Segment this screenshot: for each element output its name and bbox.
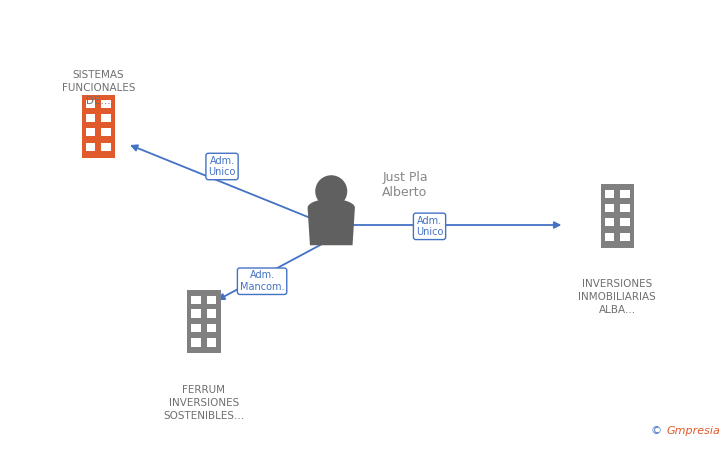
- FancyBboxPatch shape: [191, 296, 201, 304]
- FancyBboxPatch shape: [86, 114, 95, 122]
- FancyBboxPatch shape: [207, 296, 216, 304]
- Text: Adm.
Unico: Adm. Unico: [416, 216, 443, 237]
- Text: Adm.
Mancom.: Adm. Mancom.: [240, 270, 285, 292]
- FancyBboxPatch shape: [86, 128, 95, 136]
- Text: Gmpresia: Gmpresia: [666, 427, 720, 436]
- Text: ©: ©: [652, 427, 666, 436]
- FancyBboxPatch shape: [191, 310, 201, 318]
- FancyBboxPatch shape: [620, 190, 630, 198]
- FancyBboxPatch shape: [601, 184, 634, 248]
- FancyBboxPatch shape: [101, 128, 111, 136]
- FancyBboxPatch shape: [207, 324, 216, 332]
- Text: FERRUM
INVERSIONES
SOSTENIBLES...: FERRUM INVERSIONES SOSTENIBLES...: [163, 385, 245, 421]
- FancyBboxPatch shape: [620, 233, 630, 241]
- Text: INVERSIONES
INMOBILIARIAS
ALBA...: INVERSIONES INMOBILIARIAS ALBA...: [579, 279, 656, 315]
- Polygon shape: [307, 199, 355, 245]
- FancyBboxPatch shape: [101, 114, 111, 122]
- Text: Just Pla
Alberto: Just Pla Alberto: [382, 171, 428, 198]
- FancyBboxPatch shape: [191, 324, 201, 332]
- FancyBboxPatch shape: [605, 233, 614, 241]
- Ellipse shape: [315, 175, 347, 207]
- FancyBboxPatch shape: [86, 100, 95, 108]
- FancyBboxPatch shape: [86, 143, 95, 151]
- Text: SISTEMAS
FUNCIONALES
DE...: SISTEMAS FUNCIONALES DE...: [62, 70, 135, 106]
- FancyBboxPatch shape: [187, 290, 221, 353]
- FancyBboxPatch shape: [620, 204, 630, 212]
- FancyBboxPatch shape: [82, 94, 115, 158]
- FancyBboxPatch shape: [207, 310, 216, 318]
- FancyBboxPatch shape: [101, 143, 111, 151]
- FancyBboxPatch shape: [605, 190, 614, 198]
- FancyBboxPatch shape: [101, 100, 111, 108]
- FancyBboxPatch shape: [207, 338, 216, 346]
- FancyBboxPatch shape: [605, 218, 614, 226]
- Text: Adm.
Unico: Adm. Unico: [208, 156, 236, 177]
- FancyBboxPatch shape: [620, 218, 630, 226]
- FancyBboxPatch shape: [605, 204, 614, 212]
- FancyBboxPatch shape: [191, 338, 201, 346]
